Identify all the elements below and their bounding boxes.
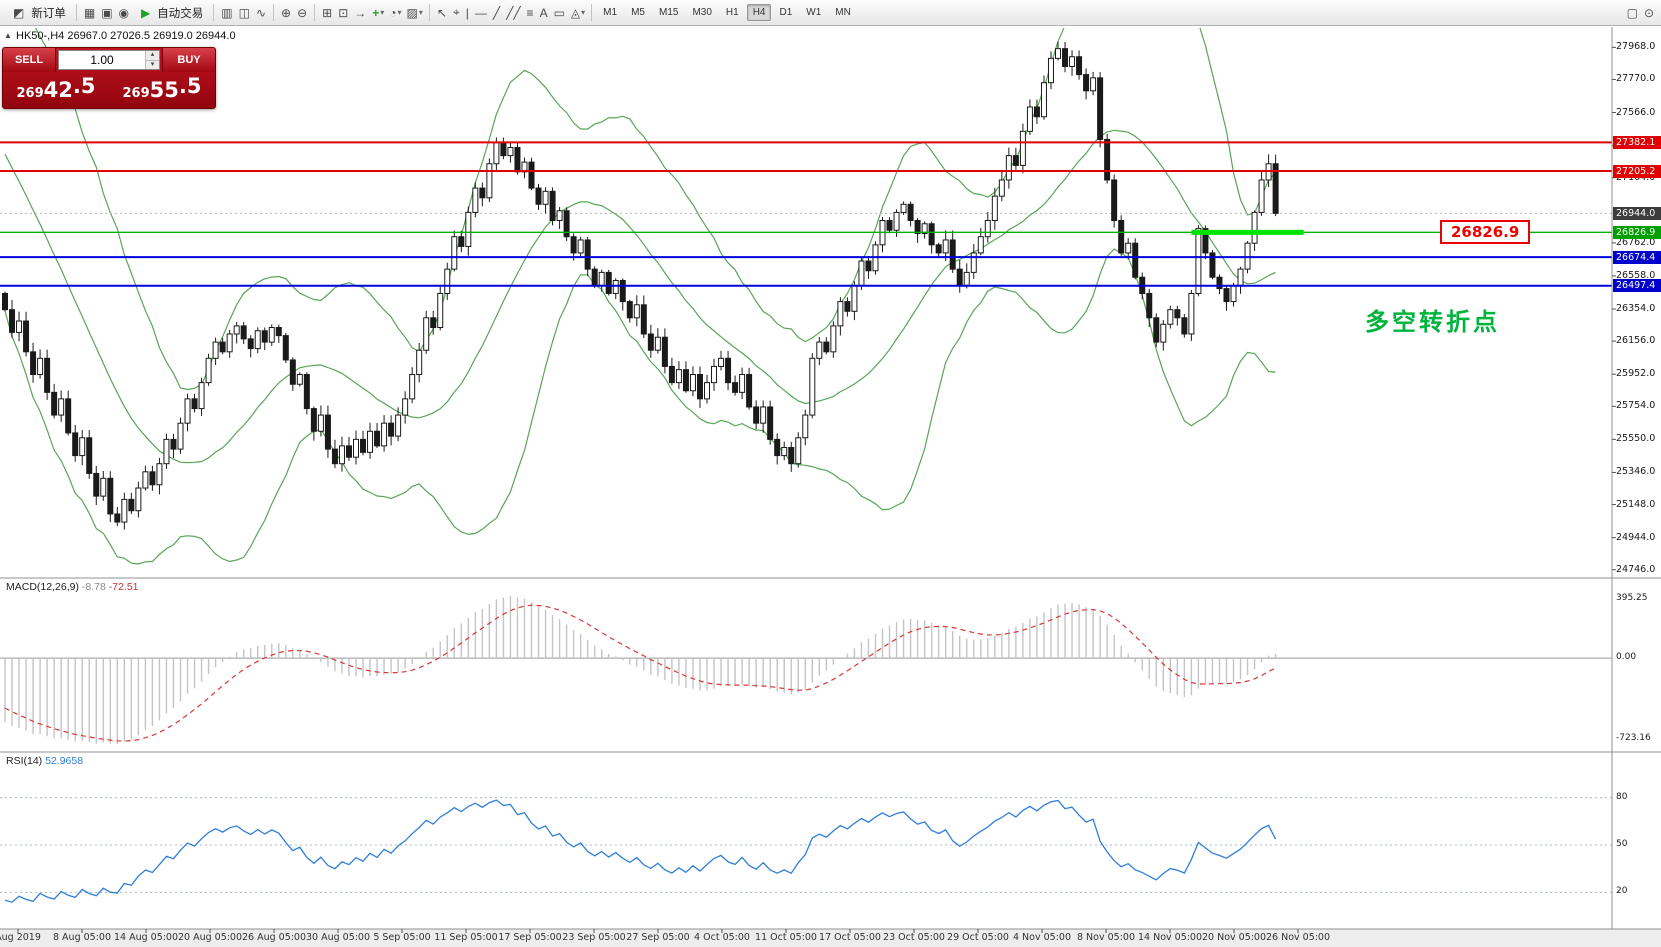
autotrade-icon: ▶ bbox=[141, 5, 151, 20]
timeframe-w1-button[interactable]: W1 bbox=[806, 7, 822, 18]
search-icon[interactable]: ⊙ bbox=[1643, 5, 1654, 20]
timeframe-m1-button[interactable]: M1 bbox=[603, 7, 618, 18]
volume-control: 1.00 ▴ ▾ bbox=[58, 50, 160, 70]
add-indicator-icon-dropdown[interactable]: ▾ bbox=[380, 8, 385, 17]
candlestick-icon[interactable]: ◫ bbox=[238, 5, 250, 20]
toolbar-separator bbox=[273, 4, 274, 21]
one-click-trade-panel: SELL 1.00 ▴ ▾ BUY 26942.5 26955.5 bbox=[2, 47, 216, 109]
new-order-label: 新订单 bbox=[31, 7, 66, 20]
autotrade-label: 自动交易 bbox=[157, 7, 204, 20]
rsi-value: 52.9658 bbox=[45, 755, 84, 767]
buy-price-frac: .5 bbox=[178, 74, 202, 98]
time-strip bbox=[0, 929, 1661, 947]
timeframe-h4-button[interactable]: H4 bbox=[746, 4, 772, 21]
toolbar-separator bbox=[213, 4, 215, 21]
cn-annotation: 多空转折点 bbox=[1365, 309, 1500, 336]
toolbar-separator bbox=[314, 4, 316, 21]
new-order-icon: ◩ bbox=[13, 5, 25, 20]
buy-price[interactable]: 26955.5 bbox=[109, 74, 215, 102]
timeframe-m5-button[interactable]: M5 bbox=[631, 7, 645, 18]
trendline-icon[interactable]: ╱ bbox=[492, 5, 501, 20]
panel-dividers bbox=[0, 27, 1661, 933]
macd-name: MACD(12,26,9) bbox=[6, 581, 79, 593]
periods-icon[interactable]: ◔ bbox=[389, 5, 397, 20]
zoom-in-icon[interactable]: ⊕ bbox=[281, 5, 292, 20]
zoom-out-icon[interactable]: ⊖ bbox=[297, 5, 308, 20]
volume-input[interactable]: 1.00 bbox=[90, 53, 114, 67]
macd-label: MACD(12,26,9) -8.78 -72.51 bbox=[6, 581, 139, 593]
volume-up-button[interactable]: ▴ bbox=[146, 51, 159, 61]
profiles-icon[interactable]: ▣ bbox=[101, 5, 113, 20]
sell-price-big: 42 bbox=[43, 78, 73, 102]
sell-price-frac: .5 bbox=[72, 74, 96, 98]
new-order-button[interactable]: ◩ 新订单 bbox=[4, 3, 72, 23]
crosshair-icon[interactable]: ⌖ bbox=[452, 5, 460, 19]
label-icon[interactable]: ▭ bbox=[553, 5, 565, 20]
templates-icon-dropdown[interactable]: ▾ bbox=[418, 8, 423, 17]
cursor-icon[interactable]: ↖ bbox=[436, 5, 447, 20]
timeframe-h1-button[interactable]: H1 bbox=[725, 7, 739, 18]
fibonacci-icon[interactable]: ≡ bbox=[526, 5, 534, 20]
sell-price[interactable]: 26942.5 bbox=[3, 74, 109, 102]
buy-price-pre: 269 bbox=[122, 86, 150, 101]
toolbar-separator bbox=[591, 4, 593, 21]
buy-price-big: 55 bbox=[149, 78, 179, 102]
sell-button[interactable]: SELL bbox=[3, 48, 56, 72]
line-chart-icon[interactable]: ∿ bbox=[255, 5, 266, 20]
timeframe-m15-button[interactable]: M15 bbox=[658, 7, 679, 18]
text-icon[interactable]: A bbox=[539, 5, 548, 20]
rsi-layer bbox=[0, 797, 1612, 903]
horizontal-line-icon[interactable]: ― bbox=[474, 5, 487, 20]
rsi-name: RSI(14) bbox=[6, 755, 43, 767]
timeframe-d1-button[interactable]: D1 bbox=[779, 7, 793, 18]
timeframe-toolbar: M1 M5 M15 M30 H1 H4 D1 W1 MN bbox=[596, 4, 858, 21]
buy-button[interactable]: BUY bbox=[162, 48, 215, 72]
volume-spinner: ▴ ▾ bbox=[145, 51, 159, 69]
vertical-line-icon[interactable]: | bbox=[465, 5, 469, 20]
macd-layer bbox=[0, 596, 1612, 744]
shapes-icon-dropdown[interactable]: ▾ bbox=[581, 8, 586, 17]
toolbar: ◩ 新订单 ▦ ▣ ◉ ▶ 自动交易 ▥ ◫ ∿ ⊕ ⊖ ⊞ ⊡ → + ▾ ◔ ▾ ▨ ▾ ↖ ⌖ | ― ╱… bbox=[0, 0, 1661, 26]
macd-value: -8.78 bbox=[81, 581, 106, 593]
main-chart-layer bbox=[0, 28, 1612, 565]
sell-price-pre: 269 bbox=[16, 86, 44, 101]
autotrade-button[interactable]: ▶ 自动交易 bbox=[132, 3, 209, 23]
chart-title: HK50-,H4 26967.0 27026.5 26919.0 26944.0 bbox=[16, 30, 236, 42]
auto-arrange-icon[interactable]: ⊡ bbox=[338, 5, 349, 20]
timeframe-m30-button[interactable]: M30 bbox=[692, 7, 712, 18]
bar-chart-icon[interactable]: ▥ bbox=[221, 5, 233, 20]
channel-icon[interactable]: ╱╱ bbox=[506, 5, 521, 20]
rsi-label: RSI(14) 52.9658 bbox=[6, 755, 83, 767]
volume-down-button[interactable]: ▾ bbox=[146, 60, 159, 69]
chart-shift-icon[interactable]: → bbox=[354, 5, 367, 20]
toolbar-separator bbox=[428, 4, 430, 21]
price-callout[interactable]: 26826.9 bbox=[1440, 220, 1531, 244]
shapes-icon[interactable]: ◬ bbox=[570, 5, 581, 20]
trade-panel-collapse-icon[interactable]: ▲ bbox=[4, 31, 12, 40]
templates-icon[interactable]: ▨ bbox=[406, 5, 418, 20]
tile-windows-icon[interactable]: ⊞ bbox=[322, 5, 333, 20]
market-watch-icon[interactable]: ◉ bbox=[118, 5, 130, 20]
add-indicator-icon[interactable]: + bbox=[372, 5, 380, 20]
timeframe-mn-button[interactable]: MN bbox=[835, 7, 851, 18]
charts-icon[interactable]: ▦ bbox=[83, 5, 96, 20]
macd-signal-value: -72.51 bbox=[108, 581, 139, 593]
toolbar-separator bbox=[75, 4, 77, 21]
periods-icon-dropdown[interactable]: ▾ bbox=[397, 8, 402, 17]
new-window-icon[interactable]: ▢ bbox=[1626, 5, 1638, 20]
